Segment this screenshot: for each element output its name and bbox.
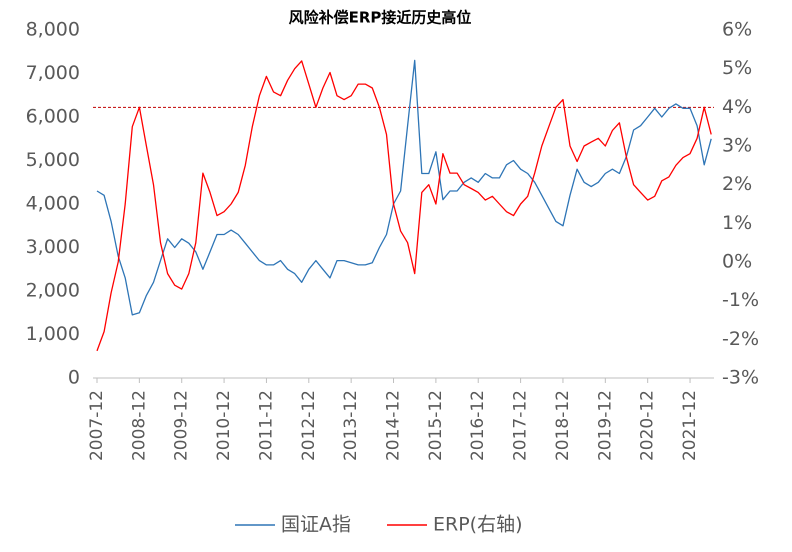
y-tick-label: 8,000: [26, 19, 80, 41]
y2-tick-label: 5%: [722, 57, 752, 79]
y-tick-label: 2,000: [26, 280, 80, 302]
x-tick-label: 2021-12: [680, 390, 700, 461]
y2-tick-label: 4%: [722, 96, 752, 118]
x-tick-label: 2016-12: [468, 390, 488, 461]
y-tick-label: 0: [68, 367, 80, 389]
x-tick-label: 2014-12: [384, 390, 404, 461]
x-tick-label: 2017-12: [511, 390, 531, 461]
chart-title: 风险补偿ERP接近历史高位: [289, 9, 472, 27]
x-tick-label: 2020-12: [638, 390, 658, 461]
y2-tick-label: 6%: [722, 19, 752, 41]
x-tick-label: 2009-12: [172, 390, 192, 461]
y2-tick-label: 0%: [722, 251, 752, 273]
x-tick-label: 2019-12: [595, 390, 615, 461]
y-tick-label: 1,000: [26, 323, 80, 345]
y-tick-label: 6,000: [26, 106, 80, 128]
x-tick-label: 2011-12: [256, 390, 276, 461]
y2-tick-label: 3%: [722, 135, 752, 157]
x-tick-label: 2007-12: [87, 390, 107, 461]
y2-tick-label: -2%: [722, 328, 759, 350]
x-tick-label: 2015-12: [426, 390, 446, 461]
y2-tick-label: -1%: [722, 289, 759, 311]
legend-label: ERP(右轴): [433, 514, 523, 536]
y-tick-label: 4,000: [26, 193, 80, 215]
x-tick-label: 2010-12: [214, 390, 234, 461]
x-tick-label: 2013-12: [341, 390, 361, 461]
x-tick-label: 2012-12: [299, 390, 319, 461]
y2-tick-label: 2%: [722, 173, 752, 195]
series-line: [96, 60, 712, 352]
y2-tick-label: -3%: [722, 367, 759, 389]
y2-tick-label: 1%: [722, 212, 752, 234]
series-line: [96, 59, 712, 316]
y-tick-label: 3,000: [26, 236, 80, 258]
y-tick-label: 7,000: [26, 62, 80, 84]
x-tick-label: 2018-12: [553, 390, 573, 461]
y-tick-label: 5,000: [26, 149, 80, 171]
x-tick-label: 2008-12: [129, 390, 149, 461]
legend-label: 国证A指: [281, 514, 351, 536]
